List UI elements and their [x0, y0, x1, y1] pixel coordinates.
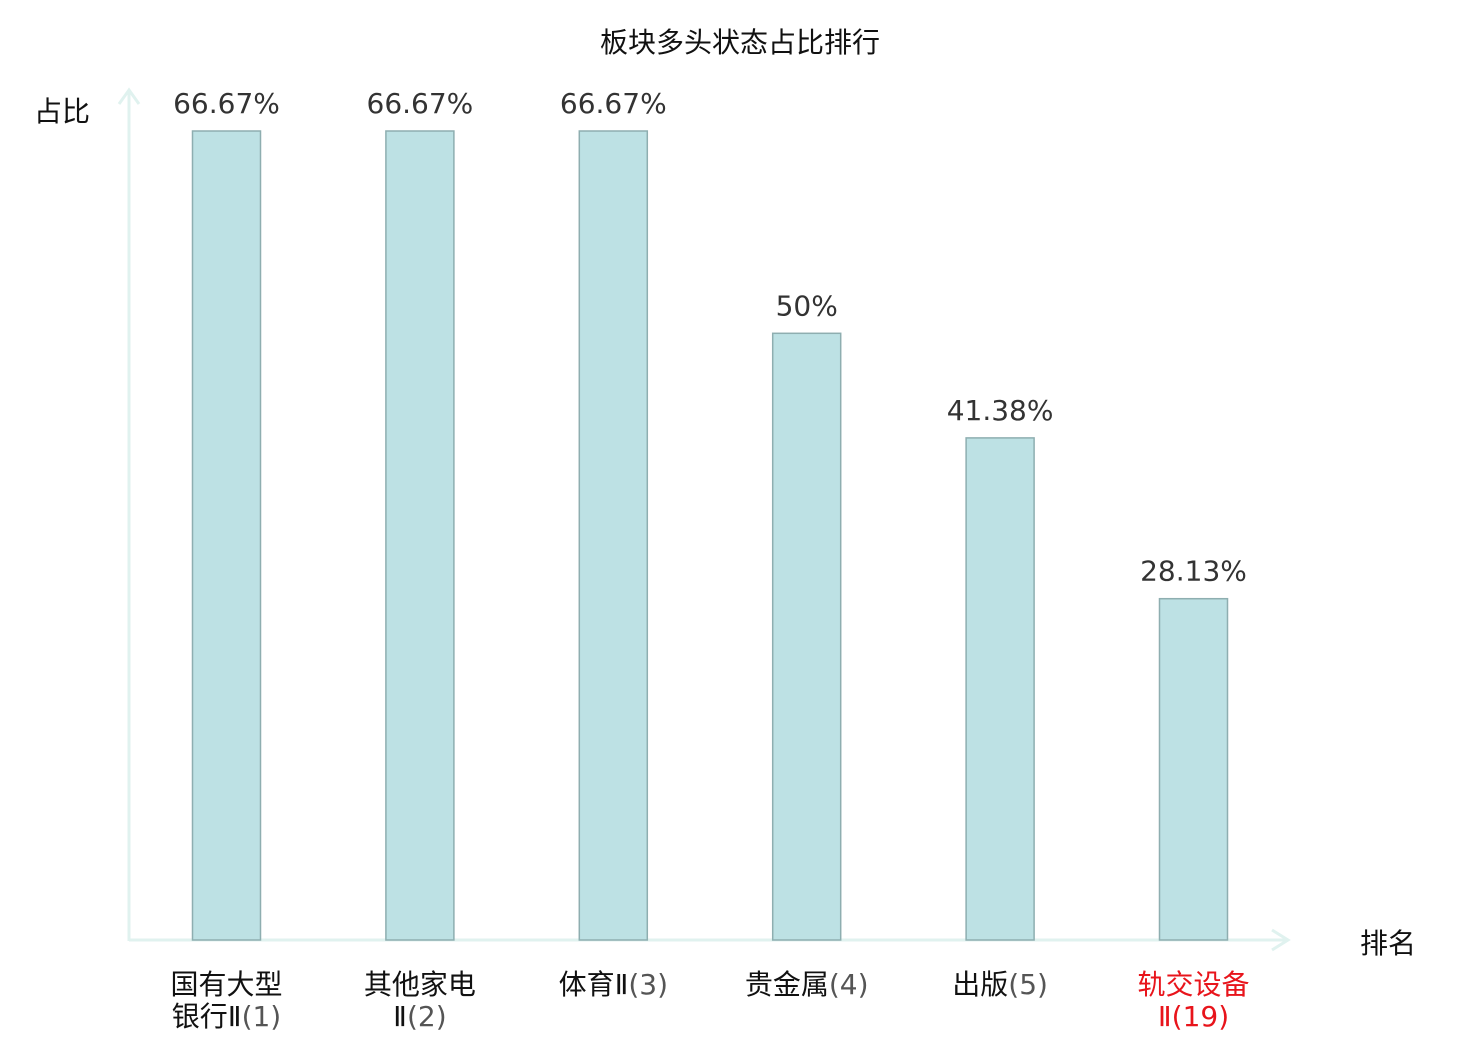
y-axis-arrow-icon: [117, 87, 141, 105]
value-label-3: 66.67%: [560, 87, 667, 120]
bar-6: [1158, 597, 1229, 941]
x-tick-label-5: 出版(5): [952, 968, 1048, 1001]
x-tick-line: 贵金属(4): [745, 968, 869, 1001]
bar-3: [578, 130, 649, 941]
x-tick-line: Ⅱ(19): [1158, 1000, 1229, 1033]
bar-4: [771, 332, 842, 941]
x-tick-line: 轨交设备: [1137, 968, 1249, 1001]
chart-title: 板块多头状态占比排行: [600, 26, 880, 59]
value-label-2: 66.67%: [367, 87, 474, 120]
x-tick-line: 国有大型: [170, 968, 282, 1001]
bar-2: [385, 130, 455, 941]
x-axis-arrow-icon: [1271, 928, 1291, 952]
y-axis-label: 占比: [34, 95, 90, 128]
x-tick-line: 体育Ⅱ(3): [559, 968, 668, 1001]
value-label-1: 66.67%: [173, 87, 280, 120]
x-tick-line: 出版(5): [952, 968, 1048, 1001]
x-axis-label: 排名: [1360, 927, 1416, 960]
value-label-6: 28.13%: [1140, 555, 1247, 588]
x-tick-line: Ⅱ(2): [393, 1000, 446, 1033]
x-tick-line: 其他家电: [364, 968, 476, 1001]
bar-5: [965, 437, 1035, 941]
x-tick-label-4: 贵金属(4): [745, 968, 869, 1001]
x-tick-label-3: 体育Ⅱ(3): [559, 968, 668, 1001]
value-label-4: 50%: [776, 289, 838, 322]
bars-group: [191, 130, 1229, 941]
value-labels-group: 66.67% 66.67% 66.67% 50% 41.38% 28.13%: [173, 87, 1247, 588]
value-label-5: 41.38%: [947, 394, 1054, 427]
bar-1: [191, 130, 262, 941]
x-tick-line: 银行Ⅱ(1): [172, 1000, 281, 1033]
